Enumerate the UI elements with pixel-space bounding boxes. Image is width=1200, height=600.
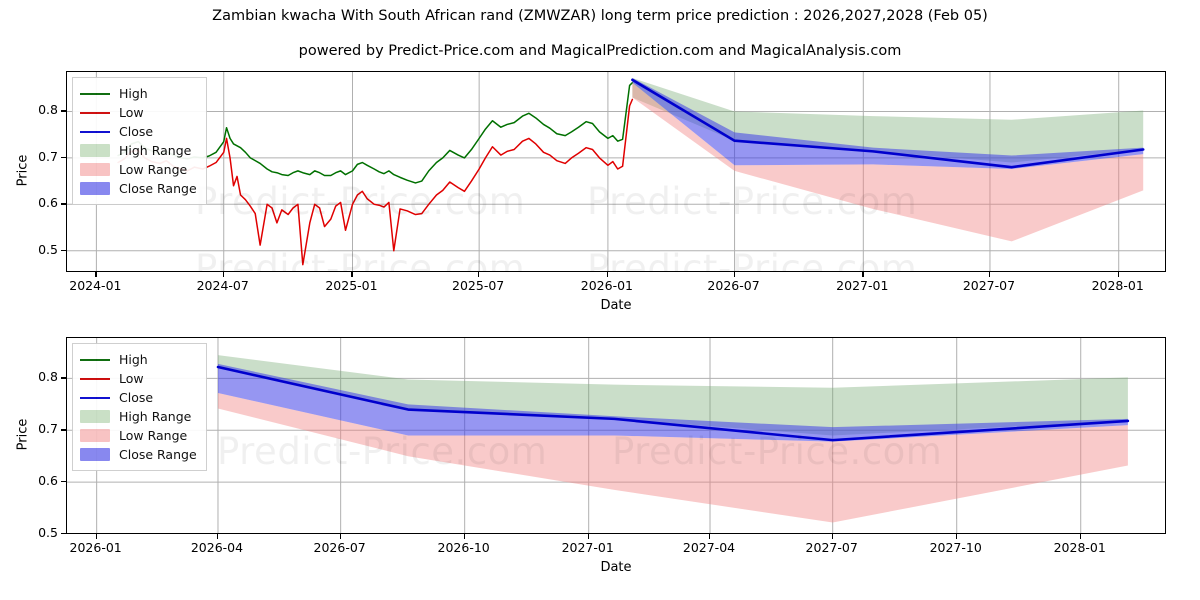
x-tick-label: 2027-10: [929, 540, 982, 555]
legend-item-low[interactable]: Low: [80, 103, 197, 122]
x-tick-label: 2024-01: [69, 278, 122, 293]
x-tick-mark: [988, 272, 991, 277]
legend-item-low[interactable]: Low: [80, 369, 197, 388]
y-tick-label: 0.5: [38, 241, 58, 257]
bottom-chart-legend: High Low Close High Range Low Range Close Ran…: [72, 343, 207, 471]
y-tick-mark: [61, 203, 66, 205]
legend-swatch-patch-icon: [80, 429, 110, 442]
page-title: Zambian kwacha With South African rand (…: [212, 8, 988, 24]
y-tick-label: 0.7: [38, 421, 58, 437]
y-tick-mark: [61, 481, 66, 483]
x-tick-mark: [733, 272, 735, 277]
legend-item-label: Low: [119, 105, 144, 120]
legend-item-low-range[interactable]: Low Range: [80, 426, 197, 445]
x-tick-mark: [95, 534, 97, 539]
legend-item-label: High Range: [119, 409, 192, 424]
legend-item-high[interactable]: High: [80, 350, 197, 369]
legend-item-label: Close: [119, 124, 154, 139]
legend-item-label: High Range: [119, 143, 192, 158]
legend-item-high-range[interactable]: High Range: [80, 141, 197, 160]
legend-item-close[interactable]: Close: [80, 122, 197, 141]
legend-item-close-range[interactable]: Close Range: [80, 179, 197, 198]
legend-swatch-line-icon: [80, 372, 110, 386]
y-tick-mark: [61, 249, 66, 251]
x-tick-label: 2025-01: [325, 278, 378, 293]
top-chart-legend: High Low Close High Range Low Range Close Ran…: [72, 77, 207, 205]
x-tick-mark: [955, 534, 957, 539]
x-tick-label: 2025-07: [452, 278, 505, 293]
x-tick-label: 2027-04: [682, 540, 736, 555]
legend-swatch-patch-icon: [80, 182, 110, 195]
legend-swatch-patch-icon: [80, 448, 110, 461]
legend-swatch-line-icon: [80, 125, 110, 139]
legend-item-label: Low Range: [119, 428, 188, 443]
y-tick-label: 0.6: [38, 473, 58, 489]
y-tick-mark: [61, 377, 66, 379]
bottom-x-axis-label: Date: [600, 560, 632, 575]
x-tick-label: 2026-01: [580, 278, 633, 293]
bottom-plot-area[interactable]: Predict-Price.com Predict-Price.com: [66, 337, 1166, 534]
x-tick-label: 2027-01: [836, 278, 889, 293]
x-tick-label: 2027-01: [561, 540, 614, 555]
x-tick-label: 2026-07: [313, 540, 366, 555]
x-tick-mark: [95, 272, 97, 277]
legend-item-label: Close Range: [119, 447, 197, 462]
y-tick-label: 0.8: [38, 369, 58, 385]
x-tick-label: 2028-01: [1053, 540, 1106, 555]
legend-swatch-patch-icon: [80, 144, 110, 157]
y-tick-mark: [61, 532, 66, 535]
x-tick-label: 2024-07: [196, 278, 249, 293]
legend-item-close-range[interactable]: Close Range: [80, 445, 197, 464]
y-tick-label: 0.7: [38, 148, 58, 164]
legend-swatch-line-icon: [80, 87, 110, 101]
legend-item-label: Close Range: [119, 181, 197, 196]
legend-item-low-range[interactable]: Low Range: [80, 160, 197, 179]
x-tick-mark: [709, 534, 711, 539]
x-tick-mark: [1117, 272, 1119, 277]
x-tick-label: 2026-07: [707, 278, 760, 293]
x-tick-mark: [222, 272, 225, 277]
legend-swatch-patch-icon: [80, 163, 110, 176]
x-tick-label: 2026-10: [437, 540, 490, 555]
y-tick-mark: [61, 156, 66, 159]
x-tick-mark: [463, 534, 465, 539]
x-tick-mark: [1079, 534, 1082, 539]
x-tick-mark: [351, 272, 353, 277]
legend-item-close[interactable]: Close: [80, 388, 197, 407]
legend-item-label: High: [119, 352, 148, 367]
x-tick-mark: [831, 534, 833, 539]
legend-item-high[interactable]: High: [80, 84, 197, 103]
top-x-axis-label: Date: [600, 298, 632, 313]
legend-swatch-patch-icon: [80, 410, 110, 423]
x-tick-mark: [478, 272, 480, 277]
top-chart-svg: [67, 72, 1165, 271]
x-tick-label: 2026-04: [190, 540, 244, 555]
y-tick-mark: [61, 110, 66, 112]
legend-item-label: Low: [119, 371, 144, 386]
legend-item-label: Close: [119, 390, 154, 405]
x-tick-label: 2027-07: [962, 278, 1016, 293]
legend-item-label: Low Range: [119, 162, 188, 177]
x-tick-label: 2026-01: [69, 540, 122, 555]
x-tick-mark: [339, 534, 341, 539]
x-tick-mark: [862, 272, 864, 277]
bottom-chart-svg: [67, 338, 1165, 533]
page-subtitle: powered by Predict-Price.com and Magical…: [298, 43, 902, 59]
y-tick-mark: [61, 429, 66, 431]
legend-swatch-line-icon: [80, 353, 110, 367]
legend-item-high-range[interactable]: High Range: [80, 407, 197, 426]
x-tick-label: 2027-07: [805, 540, 858, 555]
x-tick-mark: [606, 272, 609, 277]
legend-swatch-line-icon: [80, 391, 110, 405]
y-tick-label: 0.8: [38, 102, 58, 118]
legend-swatch-line-icon: [80, 106, 110, 120]
legend-item-label: High: [119, 86, 148, 101]
x-tick-mark: [216, 534, 219, 539]
x-tick-label: 2028-01: [1091, 278, 1144, 293]
y-tick-label: 0.6: [38, 195, 58, 211]
top-plot-area[interactable]: Predict-Price.com Predict-Price.com Pred…: [66, 71, 1166, 272]
y-tick-label: 0.5: [38, 524, 58, 540]
x-tick-mark: [587, 534, 589, 539]
